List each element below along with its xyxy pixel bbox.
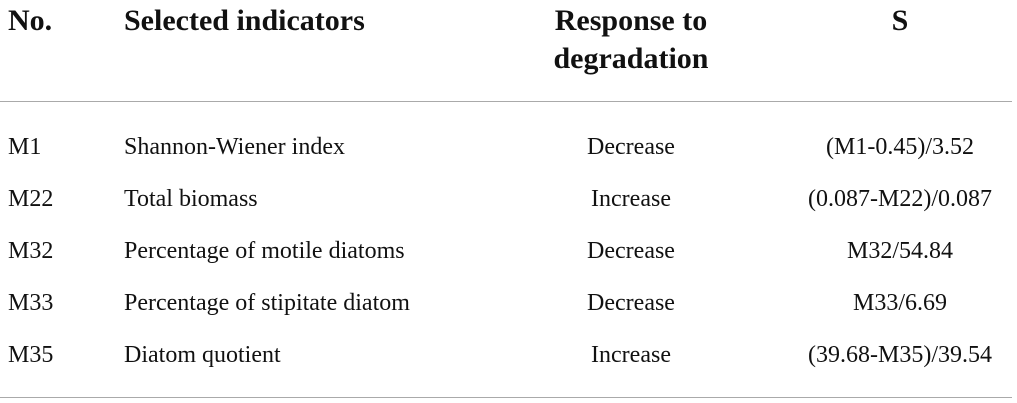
table-cell: (M1-0.45)/3.52 [826, 134, 974, 160]
table-cell: Decrease [587, 134, 675, 160]
table-cell: M35 [8, 342, 54, 368]
table-cell: Percentage of motile diatoms [124, 238, 405, 264]
header-cell: Selected indicators [124, 4, 365, 37]
table-cell: Diatom quotient [124, 342, 281, 368]
header-cell: Response to degradation [553, 4, 709, 75]
table-cell: M22 [8, 186, 54, 212]
header-cell: No. [8, 4, 53, 37]
table-cell: Increase [591, 186, 671, 212]
table-cell: Total biomass [124, 186, 258, 212]
table-cell: Increase [591, 342, 671, 368]
table-cell: M32 [8, 238, 54, 264]
table-cell: (0.087-M22)/0.087 [808, 186, 992, 212]
table-cell: Decrease [587, 238, 675, 264]
table-cell: Shannon-Wiener index [124, 134, 345, 160]
table-cell: M33 [8, 290, 54, 316]
table-cell: Decrease [587, 290, 675, 316]
header-cell: S [891, 4, 909, 37]
table-cell: M32/54.84 [846, 238, 953, 264]
table-cell: M33/6.69 [852, 290, 947, 316]
table-cell: Percentage of stipitate diatom [124, 290, 410, 316]
table-cell: (39.68-M35)/39.54 [808, 342, 992, 368]
table-cell: M1 [8, 134, 42, 160]
header-rule [0, 101, 1012, 102]
bottom-rule [0, 397, 1012, 398]
